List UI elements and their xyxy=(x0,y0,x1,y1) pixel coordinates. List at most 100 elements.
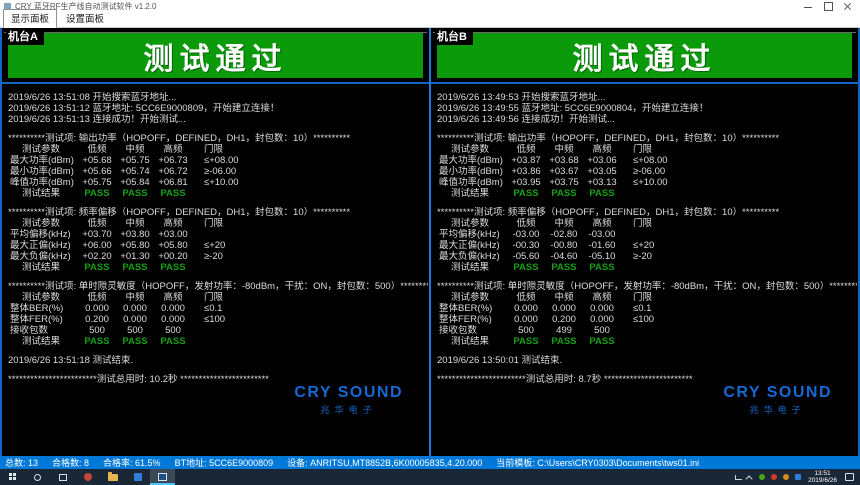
param-value: +05.80 xyxy=(120,240,150,251)
param-value: +03.86 xyxy=(511,166,541,177)
column-header: 门限 xyxy=(633,292,653,303)
param-value: 0.000 xyxy=(123,314,147,325)
param-label: 最大正偏(kHz) xyxy=(439,240,500,251)
column-header: 中频 xyxy=(125,144,145,155)
test-log: 2019/6/26 13:51:08 开始搜索蓝牙地址... 2019/6/26 … xyxy=(8,92,428,456)
param-value: +03.05 xyxy=(587,166,617,177)
limit-value xyxy=(621,188,707,199)
table-row: 最大正偏(kHz) +06.00 +05.80 +05.80 ≤+20 xyxy=(8,240,428,251)
maximize-button[interactable] xyxy=(818,0,838,12)
column-header: 高频 xyxy=(163,218,183,229)
table-header-row: 测试参数 低频 中频 高频 门限 xyxy=(8,144,428,155)
taskbar-test-software-active[interactable] xyxy=(150,469,175,485)
table-row: 最大负偏(kHz) -05.60 -04.60 -05.10 ≥-20 xyxy=(437,251,857,262)
tray-app-orange-button[interactable] xyxy=(780,469,792,485)
taskbar-clock[interactable]: 13:51 2019/6/26 xyxy=(808,470,837,484)
param-value: +05.75 xyxy=(82,177,112,188)
param-label: 最大功率(dBm) xyxy=(439,155,503,166)
param-label: 接收包数 xyxy=(10,325,49,336)
tab-settings-panel[interactable]: 设置面板 xyxy=(66,14,105,25)
tray-app-red-button[interactable] xyxy=(768,469,780,485)
pass-value: PASS xyxy=(160,188,186,199)
param-value: 0.000 xyxy=(552,303,576,314)
param-value: -05.60 xyxy=(512,251,540,262)
total-time-line: ************************测试总用时: 8.7秒 ****… xyxy=(437,374,693,385)
network-tray-button[interactable] xyxy=(732,469,744,485)
action-center-icon[interactable] xyxy=(845,473,854,481)
param-value: 0.000 xyxy=(161,314,185,325)
app-blue-icon xyxy=(133,473,142,481)
table-row: 最小功率(dBm) +03.86 +03.67 +03.05 ≥-06.00 xyxy=(437,166,857,177)
taskbar: 13:51 2019/6/26 xyxy=(0,469,860,485)
table-row: 整体BER(%) 0.000 0.000 0.000 ≤0.1 xyxy=(8,303,428,314)
start-button[interactable] xyxy=(0,469,25,485)
column-header: 门限 xyxy=(633,218,653,229)
limit-value xyxy=(192,262,278,273)
param-label: 最大负偏(kHz) xyxy=(10,251,71,262)
result-row: 测试结果 PASS PASS PASS xyxy=(8,262,428,273)
limit-value xyxy=(621,336,707,347)
column-header: 中频 xyxy=(125,218,145,229)
taskbar-app-2[interactable] xyxy=(125,469,150,485)
table-row: 接收包数 500 500 500 xyxy=(8,325,428,336)
search-button[interactable] xyxy=(25,469,50,485)
param-value: +05.75 xyxy=(120,155,150,166)
result-row: 测试结果 PASS PASS PASS xyxy=(437,188,857,199)
status-item: BT地址: 5CC6E9000809 xyxy=(174,458,274,468)
crysound-logo: CRY SOUND 兆华电子 xyxy=(723,384,832,416)
log-blank-line xyxy=(437,199,857,207)
tab-bar: 显示面板 设置面板 xyxy=(0,9,860,28)
limit-value xyxy=(192,229,278,240)
log-blank-line xyxy=(437,273,857,281)
status-bar: 总数: 13 合格数: 8 合格率: 61.5% BT地址: 5CC6E9000809… xyxy=(0,456,860,469)
table-row: 峰值功率(dBm) +03.95 +03.75 +03.13 ≤+10.00 xyxy=(437,177,857,188)
table-row: 最大功率(dBm) +05.68 +05.75 +06.73 ≤+08.00 xyxy=(8,155,428,166)
test-block-header: **********测试项: 频率偏移（HOPOFF，DEFINED，DH1，封… xyxy=(8,207,351,218)
minimize-button[interactable] xyxy=(798,0,818,12)
column-header: 测试参数 xyxy=(451,218,490,229)
log-line: 2019/6/26 13:49:53 开始搜索蓝牙地址... xyxy=(437,92,606,103)
test-block-header: **********测试项: 输出功率（HOPOFF，DEFINED，DH1，封… xyxy=(8,133,351,144)
window-controls xyxy=(798,0,858,12)
table-row: 整体BER(%) 0.000 0.000 0.000 ≤0.1 xyxy=(437,303,857,314)
param-value: +03.75 xyxy=(549,177,579,188)
table-row: 整体FER(%) 0.200 0.000 0.000 ≤100 xyxy=(8,314,428,325)
tray-antivirus-button[interactable] xyxy=(756,469,768,485)
taskbar-file-explorer[interactable] xyxy=(100,469,125,485)
column-header: 测试参数 xyxy=(451,144,490,155)
groupbox-border xyxy=(4,32,427,33)
param-value: +00.20 xyxy=(158,251,188,262)
pass-value: PASS xyxy=(551,188,577,199)
log-blank-line xyxy=(8,199,428,207)
crysound-chinese-text: 兆华电子 xyxy=(320,405,377,415)
table-row: 整体FER(%) 0.000 0.200 0.000 ≤100 xyxy=(437,314,857,325)
param-value: +05.68 xyxy=(82,155,112,166)
taskbar-app-1[interactable] xyxy=(75,469,100,485)
machine-label: 机台B xyxy=(435,28,473,45)
tray-app-blue-button[interactable] xyxy=(792,469,804,485)
log-line: 2019/6/26 13:49:55 蓝牙地址: 5CC6E9000804，开始… xyxy=(437,103,709,114)
machine-label: 机台A xyxy=(6,28,44,45)
task-view-button[interactable] xyxy=(50,469,75,485)
tray-red-icon xyxy=(771,474,778,480)
status-item: 总数: 13 xyxy=(5,458,39,468)
result-label: 测试结果 xyxy=(22,262,61,273)
param-value: +05.80 xyxy=(158,240,188,251)
limit-value: ≥-06.00 xyxy=(204,166,237,177)
column-header: 低频 xyxy=(87,218,107,229)
result-row: 测试结果 PASS PASS PASS xyxy=(8,188,428,199)
limit-value: ≤+10.00 xyxy=(204,177,239,188)
tab-display-panel[interactable]: 显示面板 xyxy=(3,9,58,28)
param-label: 平均偏移(kHz) xyxy=(439,229,500,240)
param-value: 0.000 xyxy=(161,303,185,314)
column-header: 测试参数 xyxy=(22,292,61,303)
table-row: 平均偏移(kHz) -03.00 -02.80 -03.00 xyxy=(437,229,857,240)
param-value: +03.00 xyxy=(158,229,188,240)
param-value: +06.73 xyxy=(158,155,188,166)
tray-overflow-button[interactable] xyxy=(744,469,756,485)
log-blank-line xyxy=(437,125,857,133)
table-header-row: 测试参数 低频 中频 高频 门限 xyxy=(437,144,857,155)
close-button[interactable] xyxy=(838,0,858,12)
column-header: 测试参数 xyxy=(22,144,61,155)
param-value: +01.30 xyxy=(120,251,150,262)
